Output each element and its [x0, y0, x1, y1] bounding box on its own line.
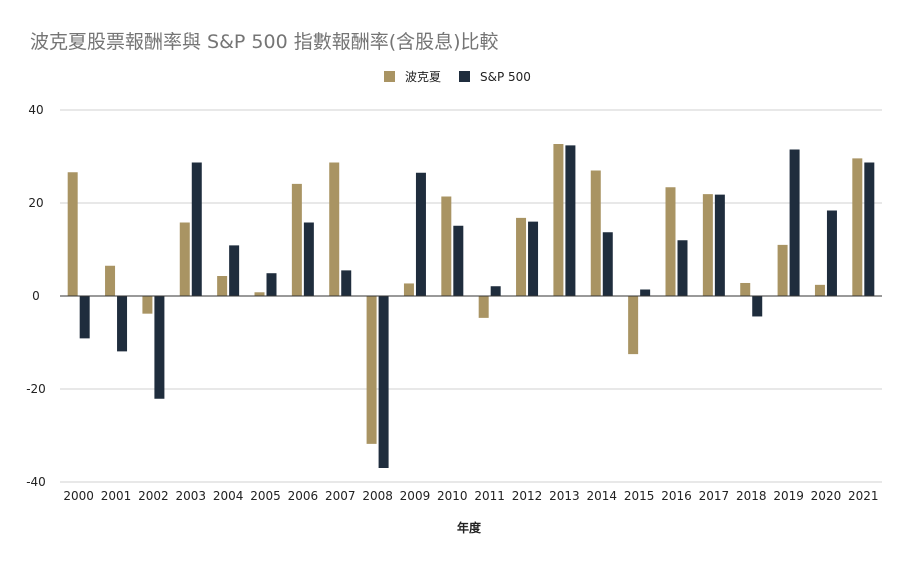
bar-series-1-2017: [702, 194, 713, 296]
bar-series-1-2012: [516, 217, 527, 296]
legend-label-series-2: S&P 500: [480, 70, 531, 84]
legend-swatch-series-1: [384, 71, 395, 82]
x-tick-label: 2014: [586, 489, 617, 503]
bar-series-2-2006: [303, 222, 314, 296]
x-tick-label: 2006: [288, 489, 319, 503]
bar-series-1-2011: [478, 296, 489, 318]
bar-series-2-2009: [415, 172, 426, 296]
x-tick-label: 2008: [362, 489, 393, 503]
bar-series-2-2013: [565, 145, 576, 296]
x-tick-label: 2011: [474, 489, 505, 503]
bar-series-2-2014: [602, 232, 613, 296]
bar-series-1-2018: [740, 282, 751, 296]
x-tick-label: 2013: [549, 489, 580, 503]
x-tick-label: 2010: [437, 489, 468, 503]
bar-series-1-2001: [105, 265, 116, 296]
bar-series-2-2003: [191, 162, 202, 296]
bar-series-2-2005: [266, 273, 277, 296]
bars: [67, 143, 875, 469]
x-tick-label: 2005: [250, 489, 281, 503]
bar-series-1-2014: [590, 170, 601, 296]
x-axis-ticks: 2000 2001 2002 2003 2004 2005 2006 2007 2008 2009…: [63, 489, 878, 503]
bar-series-2-2008: [378, 296, 389, 469]
y-tick-label: -40: [26, 475, 46, 489]
x-tick-label: 2003: [175, 489, 206, 503]
legend-label-series-1: 波克夏: [405, 70, 441, 84]
bar-series-1-2007: [329, 162, 340, 296]
y-tick-label: 20: [28, 196, 43, 210]
x-tick-label: 2012: [512, 489, 543, 503]
bar-series-1-2013: [553, 143, 564, 296]
bar-series-2-2021: [864, 162, 875, 296]
bar-series-2-2012: [528, 221, 539, 296]
bar-series-1-2004: [217, 276, 228, 296]
y-axis-ticks: -40 -20 0 20 40: [26, 103, 46, 489]
x-tick-label: 2009: [400, 489, 431, 503]
bar-series-1-2006: [291, 183, 302, 296]
bar-series-2-2018: [752, 296, 763, 317]
x-tick-label: 2004: [213, 489, 244, 503]
x-tick-label: 2016: [661, 489, 692, 503]
bar-series-1-2019: [777, 244, 788, 296]
x-tick-label: 2017: [699, 489, 730, 503]
x-tick-label: 2021: [848, 489, 879, 503]
bar-series-1-2000: [67, 172, 78, 296]
bar-series-2-2019: [789, 149, 800, 296]
bar-series-1-2008: [366, 296, 377, 444]
bar-series-2-2007: [341, 270, 352, 296]
x-tick-label: 2020: [811, 489, 842, 503]
bar-series-1-2003: [179, 222, 190, 296]
bar-series-2-2016: [677, 240, 688, 296]
bar-series-1-2009: [403, 283, 414, 296]
bar-series-2-2011: [490, 286, 501, 296]
bar-series-2-2015: [640, 289, 651, 296]
y-tick-label: -20: [26, 382, 46, 396]
bar-series-2-2000: [79, 296, 90, 339]
bar-series-2-2017: [714, 194, 725, 296]
legend-swatch-series-2: [459, 71, 470, 82]
bar-series-1-2010: [441, 196, 452, 296]
bar-series-1-2002: [142, 296, 153, 314]
x-tick-label: 2007: [325, 489, 356, 503]
x-tick-label: 2015: [624, 489, 655, 503]
chart-title: 波克夏股票報酬率與 S&P 500 指數報酬率(含股息)比較: [30, 31, 499, 53]
legend: 波克夏 S&P 500: [384, 70, 531, 84]
bar-series-2-2010: [453, 225, 464, 296]
x-tick-label: 2001: [101, 489, 132, 503]
bar-series-1-2015: [628, 296, 639, 355]
bar-series-2-2001: [117, 296, 128, 352]
x-tick-label: 2002: [138, 489, 169, 503]
x-tick-label: 2018: [736, 489, 767, 503]
bar-series-2-2002: [154, 296, 165, 399]
y-tick-label: 40: [28, 103, 43, 117]
x-axis-label: 年度: [457, 520, 482, 535]
bar-series-2-2004: [229, 245, 240, 296]
y-tick-label: 0: [32, 289, 40, 303]
bar-series-1-2021: [852, 158, 863, 296]
bar-series-1-2016: [665, 187, 676, 296]
bar-series-1-2020: [814, 284, 825, 296]
bar-series-2-2020: [826, 210, 837, 296]
bar-series-1-2005: [254, 292, 265, 296]
x-tick-label: 2019: [773, 489, 804, 503]
x-tick-label: 2000: [63, 489, 94, 503]
